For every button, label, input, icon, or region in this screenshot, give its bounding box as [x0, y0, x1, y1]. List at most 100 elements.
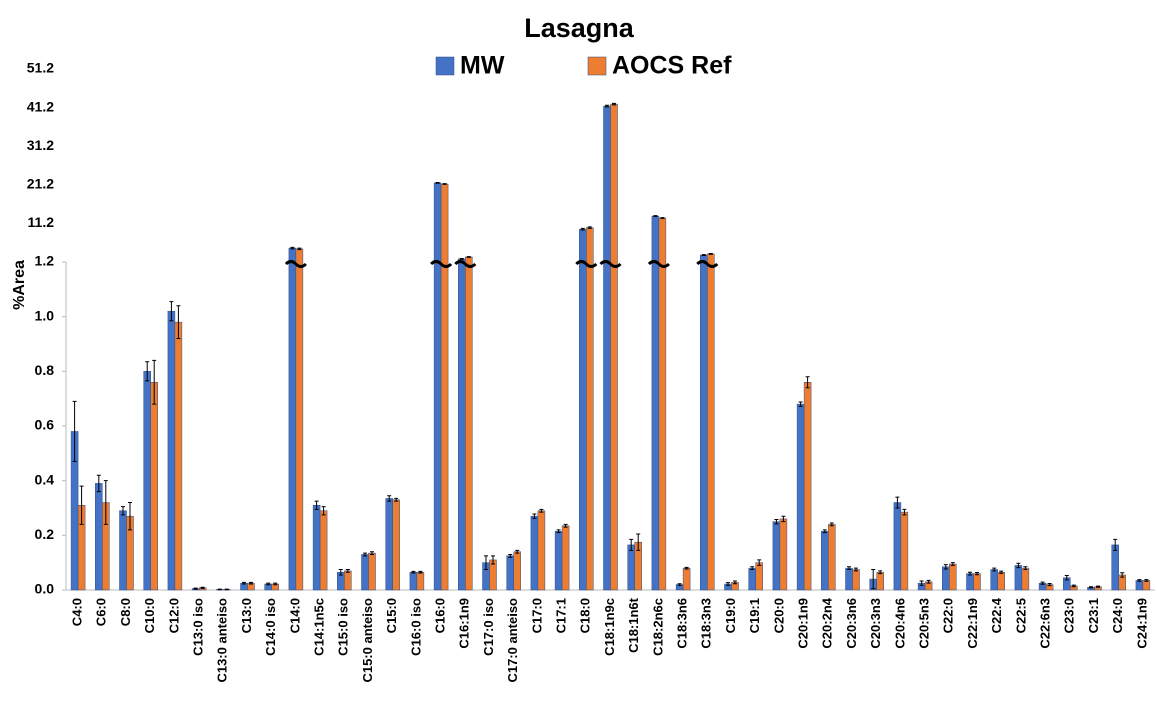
x-tick-label: C20:1n9 — [796, 598, 811, 649]
bar — [537, 510, 546, 591]
bar — [513, 551, 521, 591]
x-tick-label: C15:0 iso — [336, 598, 351, 656]
x-tick-label: C19:1 — [747, 598, 762, 633]
axis-break — [575, 260, 598, 268]
error-bar — [466, 256, 471, 258]
bar — [900, 511, 909, 591]
error-bar — [508, 553, 513, 558]
error-bar — [895, 496, 900, 509]
error-bar — [871, 569, 876, 590]
error-bar — [563, 523, 568, 528]
error-bar — [321, 506, 326, 516]
bar — [803, 382, 812, 591]
bar — [990, 569, 998, 591]
error-bar — [992, 567, 997, 572]
error-bar — [1120, 572, 1125, 578]
axis-break — [647, 260, 670, 268]
x-tick-label: C19:0 — [723, 598, 738, 633]
error-bar — [854, 567, 858, 572]
error-bar — [605, 104, 609, 108]
x-tick-label: C22:4 — [989, 597, 1004, 633]
error-bar — [926, 579, 931, 584]
axis-break — [284, 260, 307, 268]
bar — [658, 217, 667, 591]
x-tick-label: C23:1 — [1086, 598, 1101, 633]
bar — [828, 524, 836, 591]
error-bar — [733, 580, 737, 585]
x-tick-label: C15:0 — [384, 598, 399, 633]
x-tick-label: C14:0 iso — [263, 598, 278, 656]
y-axis-label: %Area — [11, 260, 28, 310]
x-tick-label: C20:3n6 — [844, 598, 859, 649]
error-bar — [515, 549, 520, 554]
error-bar — [273, 582, 278, 586]
axis-break — [599, 260, 622, 268]
x-tick-label: C18:1n9c — [602, 598, 617, 656]
error-bar — [798, 401, 803, 407]
error-bar — [128, 502, 132, 531]
x-tick-label: C13:0 iso — [191, 598, 206, 656]
error-bar — [1047, 582, 1052, 587]
error-bar — [1071, 584, 1076, 588]
x-tick-label: C17:0 iso — [481, 598, 496, 656]
error-bar — [1113, 538, 1118, 551]
error-bar — [968, 571, 972, 576]
bar — [458, 258, 466, 591]
error-bar — [176, 305, 181, 340]
x-tick-label: C16:0 — [433, 598, 448, 633]
bar — [143, 371, 151, 591]
bar — [973, 573, 981, 591]
error-bar — [72, 400, 77, 463]
error-bar — [224, 588, 229, 591]
error-bar — [394, 497, 399, 502]
bar — [167, 310, 176, 591]
x-tick-label: C15:0 anteiso — [360, 598, 375, 683]
error-bar — [145, 361, 150, 382]
bar — [796, 403, 805, 591]
error-bar — [103, 480, 108, 525]
error-bar — [653, 215, 658, 217]
error-bar — [314, 500, 319, 510]
x-tick-label: C22:6n3 — [1038, 598, 1053, 649]
bar — [368, 552, 376, 591]
bar — [440, 183, 449, 591]
bar — [554, 530, 563, 591]
bar — [150, 382, 158, 591]
x-tick-label: C12:0 — [166, 598, 181, 633]
chart-title: Lasagna — [524, 13, 635, 43]
bar — [966, 573, 974, 591]
bar — [755, 562, 763, 591]
error-bar — [1096, 585, 1100, 588]
x-tick-label: C20:3n3 — [868, 598, 883, 649]
legend-swatch — [435, 56, 455, 76]
x-tick-label: C16:1n9 — [457, 598, 472, 649]
bar — [174, 321, 183, 591]
legend-label: AOCS Ref — [612, 52, 732, 80]
bar — [392, 499, 400, 591]
error-bar — [411, 570, 416, 574]
x-tick-label: C20:0 — [771, 598, 786, 633]
y-tick-label: 1.2 — [35, 253, 55, 269]
bar — [893, 502, 902, 591]
error-bar — [587, 226, 592, 229]
error-bar — [387, 495, 392, 502]
bar — [433, 182, 442, 591]
y-tick-label: 0.4 — [35, 471, 55, 487]
legend-swatch — [587, 56, 607, 76]
error-bar — [902, 508, 907, 516]
error-bar — [943, 564, 948, 570]
bar — [779, 518, 788, 591]
y-tick-label: 0.8 — [35, 362, 55, 378]
error-bar — [242, 581, 246, 585]
bar — [506, 555, 514, 591]
x-tick-label: C14:1n5c — [312, 598, 327, 656]
error-bar — [96, 474, 101, 493]
error-bar — [1040, 581, 1045, 585]
error-bar — [532, 513, 537, 519]
x-tick-label: C20:5n3 — [917, 598, 932, 649]
error-bar — [200, 586, 205, 589]
x-tick-label: C13:0 anteiso — [215, 598, 230, 683]
bar — [561, 525, 570, 591]
error-bar — [1023, 566, 1028, 570]
x-tick-label: C20:4n6 — [892, 598, 907, 649]
